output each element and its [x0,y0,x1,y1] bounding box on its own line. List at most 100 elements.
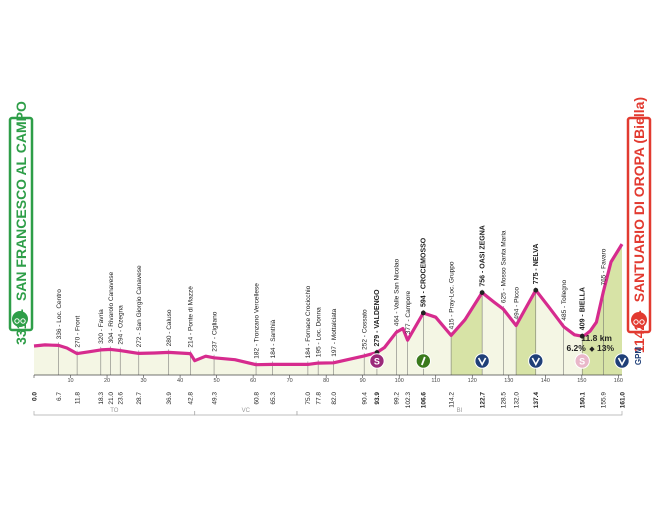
place-labels: 336 - Loc. Centro 270 - Front 320 - Favria… [56,225,608,359]
x-tick-label: 10 [67,378,73,384]
km-label: 106.6 [421,392,428,409]
place-label: 336 - Loc. Centro [56,289,63,340]
climb-area-3 [582,244,622,375]
place-label: 765 - Favaro [601,248,608,285]
place-label: 320 - Favria [98,309,105,344]
finish-elevation: 1142 [631,323,647,354]
final-climb-gradient: 6.2% ◆ 13% [566,343,614,353]
km-label: 114.2 [448,392,455,408]
intermediate-icon [420,356,426,366]
place-label: 625 - Mosso Santa Maria [501,230,508,303]
place-label: 280 - Caluso [166,309,173,346]
x-tick-label: 90 [360,378,366,384]
x-tick-label: 110 [431,378,440,384]
sprint-icon: S [579,356,585,366]
x-tick-label: 160 [614,378,623,384]
start-label: 331 - SAN FRANCESCO AL CAMPO [13,101,29,345]
start-elevation: 331 [13,321,29,345]
x-tick-label: 150 [577,378,586,384]
place-label: 494 - Picco [513,287,520,320]
marker-gpm [528,353,544,369]
km-label: 36.9 [166,392,173,405]
marker-sprint-bonus [574,353,590,369]
place-label: 197 - Mottalciata [331,308,338,356]
x-tick-label: 70 [287,378,293,384]
marker-sprint [369,353,385,369]
km-label: 28.7 [136,392,143,405]
km-label: 75.0 [305,392,312,405]
place-label: 272 - San Giorgio Canavese [136,265,143,347]
x-tick-label: 120 [468,378,477,384]
start-name: SAN FRANCESCO AL CAMPO [13,101,29,301]
place-label: 184 - Santhià [270,319,277,358]
km-label: 161.0 [619,392,626,409]
place-label: 270 - Front [74,316,81,348]
climb-area-1 [451,292,483,375]
finish-gpm-label: GPM [634,347,643,366]
km-label: 6.7 [56,392,63,401]
province-label: VC [242,408,251,414]
x-tick-label: 30 [141,378,147,384]
x-tick-label: 40 [177,378,183,384]
x-tick-label: 130 [504,378,513,384]
waypoint-dot [479,290,485,296]
km-label: 137.4 [533,392,540,409]
place-label: 279 - VALDENGO [374,289,381,347]
km-labels: 0.0 6.7 11.8 18.3 21.0 23.6 28.7 36.9 42.8 49.3 60… [31,392,626,409]
place-label: 485 - Tollegno [561,279,568,320]
km-label: 65.3 [270,392,277,405]
final-climb-max: 13% [597,343,614,353]
place-label: 182 - Tronzano Vercellese [253,283,260,359]
km-label: 122.7 [479,392,486,409]
mountain-gpm-icon [617,357,627,367]
province-label: BI [457,408,463,414]
x-tick-label: 100 [395,378,404,384]
marker-gpm-finish [614,353,630,369]
km-label: 23.6 [118,392,125,405]
waypoint-dot [533,287,539,293]
place-label: 464 - Valle San Nicolao [394,258,401,326]
km-label: 93.9 [374,392,381,405]
km-label: 77.8 [315,392,322,405]
x-axis-ticks: 10 20 30 40 50 60 70 80 90 100 110 120 130 140 150 160 [33,375,623,384]
km-label: 11.8 [74,392,81,405]
place-label: 214 - Ponte di Mazzè [188,286,195,348]
province-bracket [296,411,623,416]
mountain-gpm-icon [477,357,487,367]
km-label: 128.5 [501,392,508,409]
km-label: 18.3 [98,392,105,405]
waypoint-dot [579,333,585,339]
place-label: 237 - Cigliano [211,311,218,351]
elevation-line [33,243,624,367]
place-label: 184 - Fornace Crocicchio [305,285,312,358]
km-label: 150.1 [580,392,587,409]
km-label: 60.8 [253,392,260,405]
finish-cyclist-icon [631,312,647,328]
x-tick-label: 60 [250,378,256,384]
sprint-icon: S [374,356,380,366]
x-tick-label: 140 [541,378,550,384]
marker-gpm [474,353,490,369]
start-banner: 331 - SAN FRANCESCO AL CAMPO [8,101,34,345]
km-label: 0.0 [31,392,38,401]
x-tick-label: 50 [214,378,220,384]
climb-area-2 [516,290,536,375]
km-label: 102.3 [405,392,412,409]
place-label: 409 - BIELLA [580,287,587,330]
km-label: 132.0 [513,392,520,409]
place-label: 756 - OASI ZEGNA [479,225,486,286]
start-cyclist-icon [12,311,28,327]
place-label: 775 - NELVA [533,244,540,285]
province-label: TO [110,408,119,414]
x-tick-label: 20 [104,378,110,384]
km-label: 49.3 [211,392,218,405]
km-label: 99.2 [394,392,401,405]
km-label: 155.9 [601,392,608,409]
km-label: 82.0 [331,392,338,405]
finish-banner: 1142 - SANTUARIO DI OROPA (Biella) GPM [626,97,652,366]
x-tick-label: 80 [323,378,329,384]
profile-fill [34,244,622,375]
province-bands: TO VC BI [33,408,623,416]
